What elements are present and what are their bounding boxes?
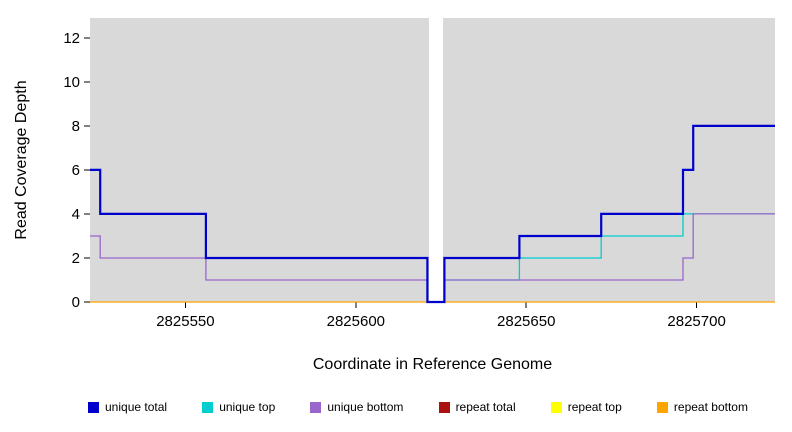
series-unique-top — [444, 213, 775, 281]
legend-swatch — [88, 401, 99, 413]
y-tick-label: 4 — [72, 206, 80, 223]
legend-label: repeat bottom — [673, 400, 748, 414]
x-tick-label: 2825650 — [497, 313, 555, 330]
legend-item-repeat-bottom: repeat bottom — [656, 400, 748, 414]
x-tick-label: 2825600 — [327, 313, 385, 330]
y-axis-title: Read Coverage Depth — [13, 80, 30, 240]
y-tick-label: 0 — [72, 294, 80, 311]
legend-swatch — [310, 401, 322, 413]
x-axis-title: Coordinate in Reference Genome — [312, 356, 553, 373]
y-tick-label: 8 — [72, 118, 80, 135]
legend-swatch — [656, 401, 668, 413]
legend-label: unique top — [219, 400, 276, 414]
y-tick-label: 2 — [72, 250, 80, 267]
legend: unique total unique top unique bottom repea… — [88, 400, 748, 414]
legend-item-unique-total: unique total — [88, 400, 167, 414]
y-tick-label: 12 — [63, 30, 80, 47]
gap-band — [428, 18, 444, 302]
legend-label: repeat top — [567, 400, 622, 414]
legend-item-repeat-total: repeat total — [438, 400, 516, 414]
legend-item-unique-bottom: unique bottom — [310, 400, 403, 414]
series-unique-bottom — [444, 213, 775, 281]
legend-swatch — [202, 401, 214, 413]
x-tick-label: 2825700 — [667, 313, 725, 330]
legend-item-repeat-top: repeat top — [550, 400, 622, 414]
x-tick-label: 2825550 — [156, 313, 214, 330]
legend-label: unique bottom — [327, 400, 404, 414]
y-tick-label: 10 — [63, 74, 80, 91]
y-tick-label: 6 — [72, 162, 80, 179]
series-unique-total — [90, 124, 775, 304]
series-unique-bottom — [90, 235, 428, 281]
legend-swatch — [550, 401, 562, 413]
legend-item-unique-top: unique top — [202, 400, 275, 414]
legend-label: repeat total — [455, 400, 516, 414]
legend-label: unique total — [105, 400, 168, 414]
legend-swatch — [438, 401, 450, 413]
